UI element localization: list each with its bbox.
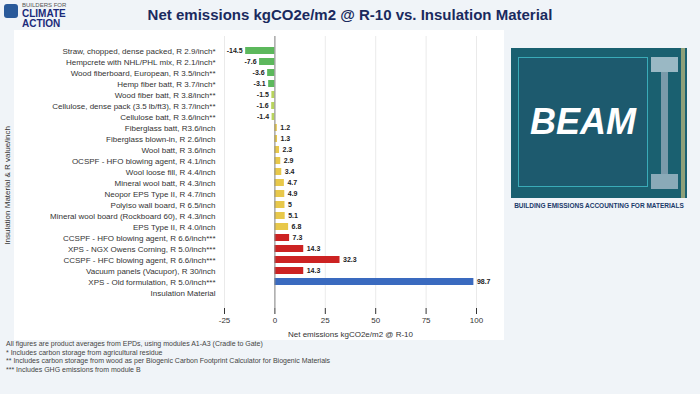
- svg-text:Mineral wool batt, R 4.3/inch: Mineral wool batt, R 4.3/inch: [115, 179, 216, 188]
- svg-text:Wood fiber batt, R 3.8/inch**: Wood fiber batt, R 3.8/inch**: [115, 91, 216, 100]
- svg-text:2.3: 2.3: [283, 146, 293, 153]
- svg-text:0: 0: [273, 316, 278, 325]
- html-text:ACTION: ACTION: [22, 18, 61, 29]
- svg-text:Straw, chopped, dense packed,: Straw, chopped, dense packed, R 2.9/inch…: [63, 47, 216, 56]
- svg-text:Wool loose fill, R 4.4/inch: Wool loose fill, R 4.4/inch: [126, 168, 216, 177]
- svg-text:5.1: 5.1: [288, 212, 298, 219]
- svg-text:6.8: 6.8: [292, 223, 302, 230]
- svg-text:-1.6: -1.6: [257, 102, 269, 109]
- svg-text:Cellulose batt, R 3.6/inch**: Cellulose batt, R 3.6/inch**: [120, 113, 215, 122]
- svg-text:Wool batt, R 3.6/inch: Wool batt, R 3.6/inch: [141, 146, 215, 155]
- svg-text:14.3: 14.3: [307, 267, 321, 274]
- svg-text:Hemp fiber batt, R 3.7/inch*: Hemp fiber batt, R 3.7/inch*: [117, 80, 215, 89]
- svg-text:Polyiso wall board, R 6.5/inch: Polyiso wall board, R 6.5/inch: [111, 201, 216, 210]
- svg-text:2.9: 2.9: [284, 157, 294, 164]
- svg-text:-7.6: -7.6: [245, 58, 257, 65]
- svg-text:4.9: 4.9: [288, 190, 298, 197]
- svg-text:14.3: 14.3: [307, 245, 321, 252]
- html-text:CLIMATE: CLIMATE: [22, 8, 66, 19]
- svg-text:Vacuum panels (Vacupor), R 30/: Vacuum panels (Vacupor), R 30/inch: [86, 267, 216, 276]
- svg-text:50: 50: [371, 316, 380, 325]
- svg-text:XPS - Old formulation, R 5.0/i: XPS - Old formulation, R 5.0/inch***: [88, 278, 215, 287]
- html-text:* Includes carbon storage from: * Includes carbon storage from agricultu…: [6, 348, 163, 356]
- svg-text:CCSPF - HFC blowing agent, R 6: CCSPF - HFC blowing agent, R 6.6/inch***: [63, 256, 215, 265]
- svg-text:-3.6: -3.6: [253, 69, 265, 76]
- svg-text:-1.4: -1.4: [257, 113, 269, 120]
- svg-text:3.4: 3.4: [285, 168, 295, 175]
- html-text:** Includes carbon storage fro: ** Includes carbon storage from wood as …: [6, 357, 331, 364]
- svg-text:Cellulose, dense pack (3.5 lb/: Cellulose, dense pack (3.5 lb/ft3), R 3.…: [52, 102, 215, 111]
- svg-text:XPS - NGX Owens Corning, R 5.0: XPS - NGX Owens Corning, R 5.0/inch***: [68, 245, 216, 254]
- svg-text:Wood fiberboard, European, R 3: Wood fiberboard, European, R 3.5/inch**: [71, 69, 216, 78]
- svg-text:Fiberglass blown-in, R 2.6/inc: Fiberglass blown-in, R 2.6/inch: [106, 135, 215, 144]
- svg-text:Net emissions kgCO2e/m2 @ R-10: Net emissions kgCO2e/m2 @ R-10: [288, 330, 414, 339]
- svg-text:7.3: 7.3: [293, 234, 303, 241]
- svg-text:1.2: 1.2: [280, 124, 290, 131]
- svg-text:OCSPF - HFO blowing agent, R 4: OCSPF - HFO blowing agent, R 4.1/inch: [72, 157, 216, 166]
- svg-text:-25: -25: [219, 316, 231, 325]
- html-text:BUILDING EMISSIONS ACCOUNTING: BUILDING EMISSIONS ACCOUNTING FOR MATERI…: [514, 202, 684, 209]
- html-text:BUILDERS FOR: BUILDERS FOR: [22, 2, 67, 8]
- svg-text:4.7: 4.7: [287, 179, 297, 186]
- svg-text:Hempcrete with NHL/PHL mix, R: Hempcrete with NHL/PHL mix, R 2.1/inch*: [66, 58, 216, 67]
- html-text:Net emissions kgCO2e/m2 @ R-10: Net emissions kgCO2e/m2 @ R-10 vs. Insul…: [147, 6, 553, 23]
- html-text:BEAM: BEAM: [530, 101, 636, 142]
- html-text:Insulation Material & R value/: Insulation Material & R value/inch: [2, 125, 12, 245]
- svg-text:5: 5: [288, 201, 292, 208]
- svg-text:-1.5: -1.5: [257, 91, 269, 98]
- svg-text:32.3: 32.3: [343, 256, 357, 263]
- svg-text:EPS Type II, R 4.0/inch: EPS Type II, R 4.0/inch: [133, 223, 216, 232]
- svg-text:25: 25: [321, 316, 330, 325]
- html-text:All figures are product averag: All figures are product averages from EP…: [6, 340, 263, 347]
- svg-text:98.7: 98.7: [477, 278, 491, 285]
- svg-text:Fiberglass batt, R3.6/inch: Fiberglass batt, R3.6/inch: [125, 124, 216, 133]
- svg-text:CCSPF - HFO blowing agent, R 6: CCSPF - HFO blowing agent, R 6.6/inch***: [63, 234, 216, 243]
- svg-text:75: 75: [422, 316, 431, 325]
- svg-text:100: 100: [470, 316, 484, 325]
- svg-text:-14.5: -14.5: [227, 47, 243, 54]
- svg-text:1.3: 1.3: [281, 135, 291, 142]
- svg-text:Neopor EPS Type II, R 4.7/inch: Neopor EPS Type II, R 4.7/inch: [104, 190, 215, 199]
- svg-text:Mineral wool board (Rockboard: Mineral wool board (Rockboard 60), R 4.3…: [50, 212, 215, 221]
- svg-text:-3.1: -3.1: [254, 80, 266, 87]
- svg-text:Insulation Material: Insulation Material: [151, 289, 216, 298]
- html-text:*** Includes GHG emissions fro: *** Includes GHG emissions from module B: [6, 365, 141, 373]
